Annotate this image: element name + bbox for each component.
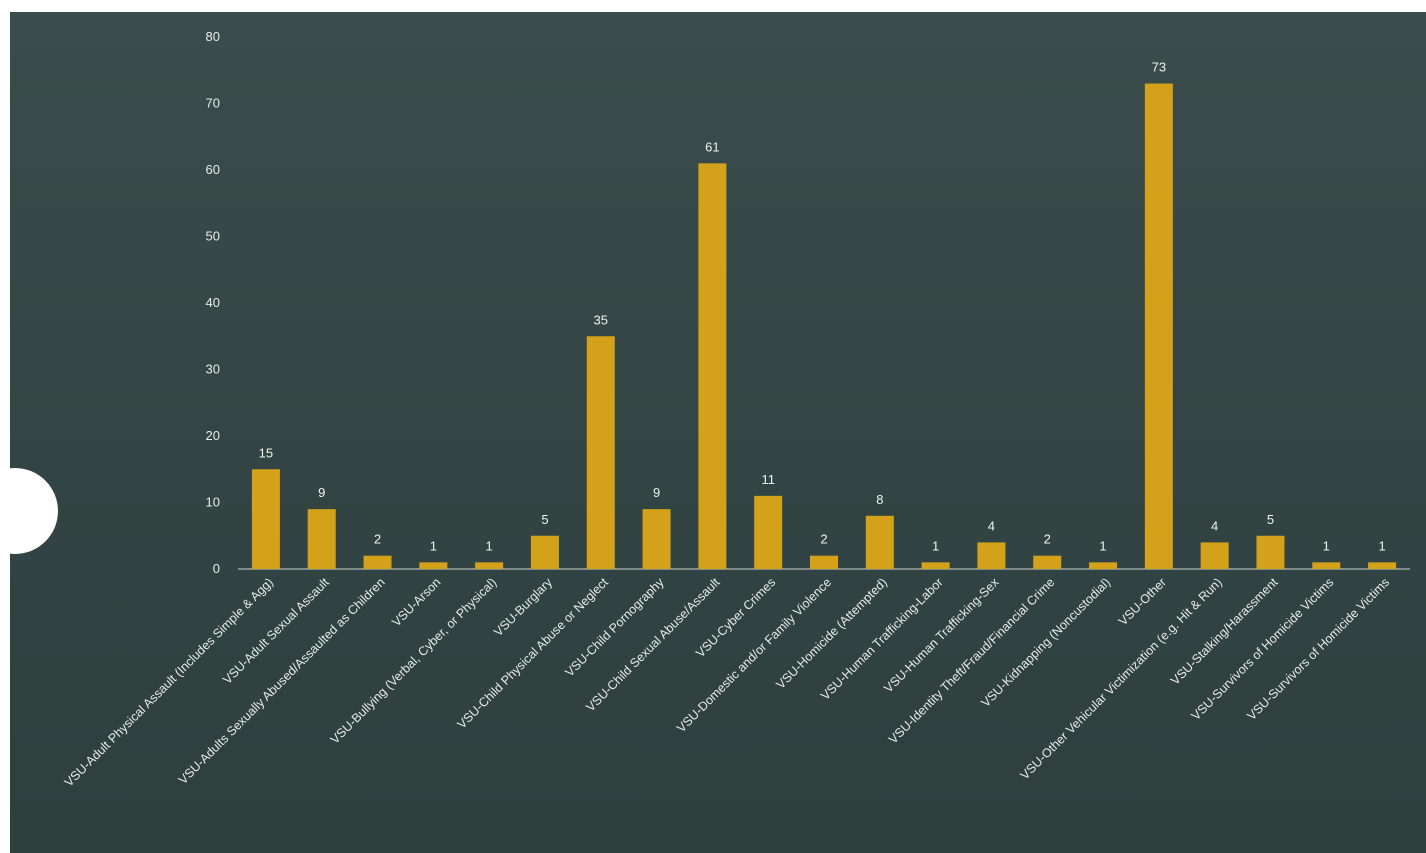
data-label: 1 xyxy=(1099,538,1106,553)
x-category-label: VSU-Child Pornography xyxy=(562,575,667,680)
y-tick-label: 0 xyxy=(213,561,220,576)
bar xyxy=(921,562,950,569)
data-label: 8 xyxy=(876,492,883,507)
bar xyxy=(1312,562,1341,569)
bar xyxy=(1033,555,1062,569)
bar xyxy=(865,515,894,569)
data-label: 61 xyxy=(705,139,719,154)
bar xyxy=(586,336,615,569)
bar xyxy=(1089,562,1118,569)
y-axis-ticks: 0 10 20 30 40 50 60 70 80 xyxy=(206,29,220,576)
x-category-label: VSU-Adult Physical Assault (Includes Sim… xyxy=(62,575,276,789)
bar xyxy=(1256,535,1285,569)
data-label: 1 xyxy=(1378,538,1385,553)
bar xyxy=(810,555,838,569)
data-label: 1 xyxy=(1323,538,1330,553)
x-category-label: VSU-Human Trafficking-Sex xyxy=(881,575,1002,696)
data-label: 73 xyxy=(1152,60,1166,75)
bars xyxy=(251,83,1397,570)
bar xyxy=(475,562,504,569)
data-label: 2 xyxy=(820,532,827,547)
chart-panel: 0 10 20 30 40 50 60 70 80 15 9 2 1 1 5 35 9 61 11 2 8 1 4 2 1 73… xyxy=(10,12,1426,853)
data-label: 2 xyxy=(1044,532,1051,547)
x-category-label: VSU-Other xyxy=(1116,575,1169,628)
bar xyxy=(251,469,280,569)
data-label: 15 xyxy=(259,445,273,460)
data-label: 1 xyxy=(486,538,493,553)
x-category-label: VSU-Other Vehicular Victimization (e.g. … xyxy=(1018,575,1225,782)
bar xyxy=(363,555,392,569)
x-category-label: VSU-Arson xyxy=(389,575,443,629)
y-tick-label: 70 xyxy=(206,96,220,111)
bar xyxy=(1200,542,1229,569)
data-label: 1 xyxy=(932,538,939,553)
bar xyxy=(977,542,1006,569)
bar xyxy=(754,495,783,569)
data-label: 9 xyxy=(318,485,325,500)
data-label: 4 xyxy=(1211,518,1218,533)
data-label: 35 xyxy=(594,312,608,327)
bar xyxy=(530,535,559,569)
data-label: 4 xyxy=(988,518,995,533)
data-label: 5 xyxy=(1267,512,1274,527)
x-category-label: VSU-Stalking/Harassment xyxy=(1168,575,1281,688)
bar xyxy=(1368,562,1397,569)
x-category-label: VSU-Adult Sexual Assault xyxy=(220,575,332,687)
y-tick-label: 80 xyxy=(206,29,220,44)
y-tick-label: 20 xyxy=(206,428,220,443)
y-tick-label: 10 xyxy=(206,495,220,510)
y-tick-label: 30 xyxy=(206,362,220,377)
data-label: 2 xyxy=(374,532,381,547)
x-category-label: VSU-Adults Sexually Abused/Assaulted as … xyxy=(176,575,388,787)
x-category-label: VSU-Homicide (Attempted) xyxy=(773,575,889,691)
category-labels: VSU-Adult Physical Assault (Includes Sim… xyxy=(62,575,1392,790)
bar xyxy=(1144,83,1173,570)
y-tick-label: 40 xyxy=(206,295,220,310)
bar xyxy=(307,509,336,569)
bar xyxy=(642,509,671,569)
data-label: 5 xyxy=(541,512,548,527)
y-tick-label: 60 xyxy=(206,162,220,177)
y-tick-label: 50 xyxy=(206,229,220,244)
bar xyxy=(419,562,448,569)
data-label: 11 xyxy=(761,472,775,487)
data-label: 1 xyxy=(430,538,437,553)
bar xyxy=(698,163,727,569)
data-label: 9 xyxy=(653,485,660,500)
